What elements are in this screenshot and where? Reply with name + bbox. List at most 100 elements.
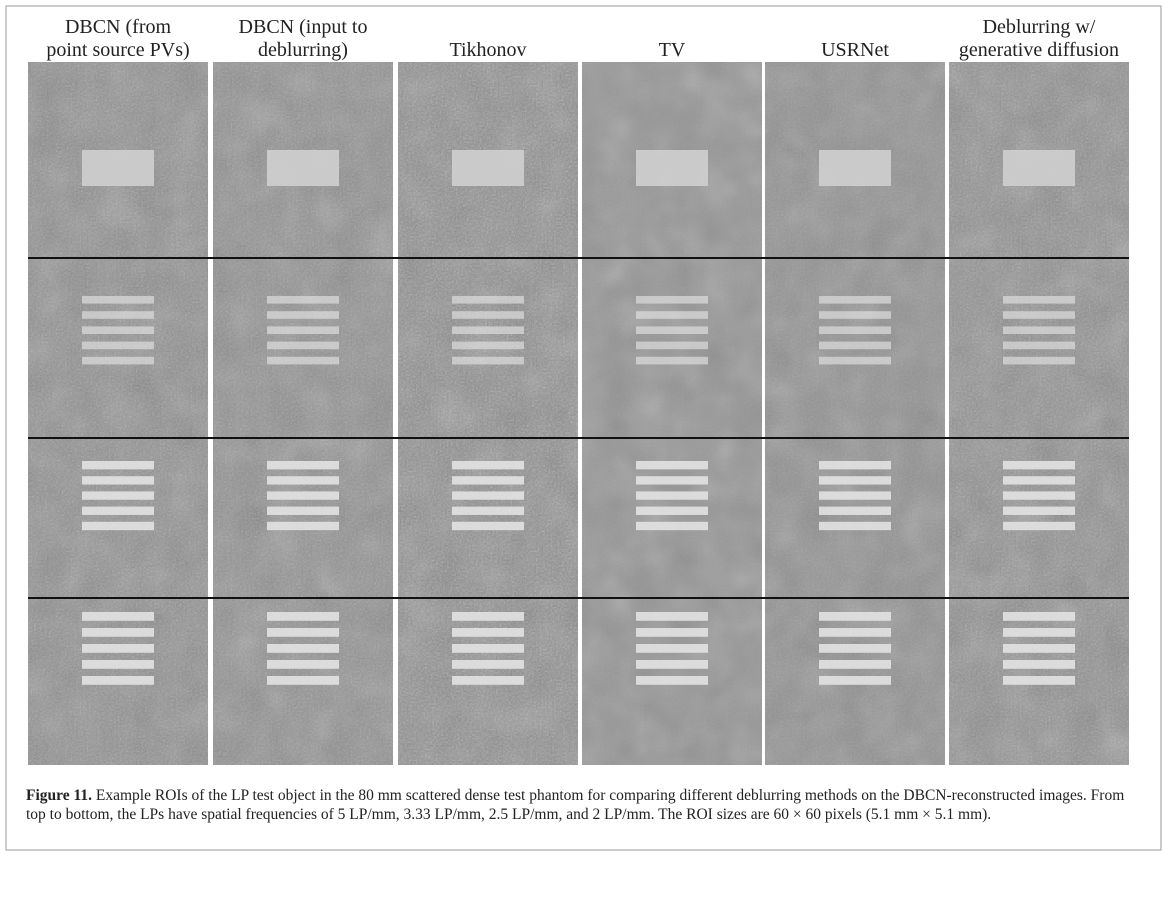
lp-stripe xyxy=(1003,628,1075,637)
lp-stripe xyxy=(82,357,154,365)
header-line: Tikhonov xyxy=(449,39,526,62)
lp-stripe xyxy=(819,357,891,365)
column-header: Tikhonov xyxy=(388,12,588,62)
header-line: deblurring) xyxy=(258,39,348,62)
lp-stripe xyxy=(819,311,891,319)
lp-stripe xyxy=(82,491,154,499)
lp-stripe xyxy=(267,612,339,621)
lp-stripe xyxy=(1003,660,1075,669)
lp-stripe xyxy=(82,311,154,319)
column-header: TV xyxy=(572,12,772,62)
lp-stripe xyxy=(1003,644,1075,653)
lp-block xyxy=(82,150,154,186)
lp-stripe xyxy=(267,461,339,469)
header-line: point source PVs) xyxy=(46,39,189,62)
lp-block xyxy=(267,150,339,186)
lp-stripe xyxy=(636,357,708,365)
lp-stripe xyxy=(267,296,339,304)
lp-stripe xyxy=(1003,522,1075,530)
lp-stripe xyxy=(1003,476,1075,484)
lp-stripe xyxy=(636,476,708,484)
lp-stripe xyxy=(82,522,154,530)
lp-stripe xyxy=(267,357,339,365)
lp-stripe xyxy=(267,476,339,484)
lp-stripe xyxy=(82,296,154,304)
lp-stripe xyxy=(267,644,339,653)
lp-stripe xyxy=(452,296,524,304)
lp-stripe xyxy=(82,628,154,637)
lp-stripe xyxy=(1003,342,1075,350)
lp-stripe xyxy=(819,676,891,685)
lp-stripe xyxy=(819,507,891,515)
header-line: USRNet xyxy=(821,39,889,62)
header-line: Deblurring w/ xyxy=(983,16,1096,39)
lp-stripe xyxy=(819,660,891,669)
lp-stripe xyxy=(82,644,154,653)
lp-stripe xyxy=(636,461,708,469)
lp-stripe xyxy=(819,296,891,304)
lp-stripe xyxy=(452,644,524,653)
lp-stripe xyxy=(82,676,154,685)
lp-block xyxy=(636,150,708,186)
lp-stripe xyxy=(1003,507,1075,515)
column-header: USRNet xyxy=(755,12,955,62)
lp-stripe xyxy=(82,326,154,334)
lp-stripe xyxy=(1003,491,1075,499)
page: {"headers": [["DBCN (from", "point sourc… xyxy=(0,0,1168,919)
lp-stripe xyxy=(636,522,708,530)
lp-stripe xyxy=(636,507,708,515)
lp-stripe xyxy=(1003,357,1075,365)
lp-stripe xyxy=(267,326,339,334)
lp-stripe xyxy=(82,507,154,515)
lp-stripe xyxy=(636,311,708,319)
lp-stripe xyxy=(452,311,524,319)
lp-stripe xyxy=(267,628,339,637)
lp-stripe xyxy=(819,326,891,334)
lp-stripe xyxy=(267,507,339,515)
lp-stripe xyxy=(819,342,891,350)
lp-stripe xyxy=(819,612,891,621)
lp-stripe xyxy=(267,491,339,499)
lp-block xyxy=(452,150,524,186)
lp-stripe xyxy=(452,326,524,334)
lp-stripe xyxy=(452,357,524,365)
lp-stripe xyxy=(267,660,339,669)
lp-stripe xyxy=(452,342,524,350)
lp-stripe xyxy=(452,612,524,621)
lp-stripe xyxy=(82,476,154,484)
caption-label: Figure 11. xyxy=(26,787,92,804)
lp-stripe xyxy=(82,660,154,669)
lp-stripe xyxy=(452,461,524,469)
header-line: DBCN (from xyxy=(65,16,171,39)
lp-stripe xyxy=(452,491,524,499)
lp-stripe xyxy=(636,644,708,653)
lp-stripe xyxy=(1003,612,1075,621)
lp-stripe xyxy=(636,612,708,621)
lp-stripe xyxy=(452,676,524,685)
lp-stripe xyxy=(819,461,891,469)
header-line: DBCN (input to xyxy=(239,16,368,39)
lp-stripe xyxy=(636,296,708,304)
lp-stripe xyxy=(636,628,708,637)
lp-stripe xyxy=(452,522,524,530)
lp-block xyxy=(819,150,891,186)
caption-text: Example ROIs of the LP test object in th… xyxy=(26,787,1124,823)
column-header: Deblurring w/generative diffusion xyxy=(939,12,1139,62)
lp-stripe xyxy=(636,491,708,499)
lp-stripe xyxy=(636,326,708,334)
lp-stripe xyxy=(1003,676,1075,685)
figure xyxy=(0,0,1168,919)
lp-stripe xyxy=(267,311,339,319)
lp-stripe xyxy=(1003,326,1075,334)
lp-stripe xyxy=(452,628,524,637)
lp-block xyxy=(1003,150,1075,186)
lp-stripe xyxy=(452,476,524,484)
lp-stripe xyxy=(1003,311,1075,319)
lp-stripe xyxy=(452,507,524,515)
header-line: generative diffusion xyxy=(959,39,1119,62)
header-line: TV xyxy=(659,39,686,62)
lp-stripe xyxy=(267,676,339,685)
lp-stripe xyxy=(819,522,891,530)
lp-stripe xyxy=(267,342,339,350)
